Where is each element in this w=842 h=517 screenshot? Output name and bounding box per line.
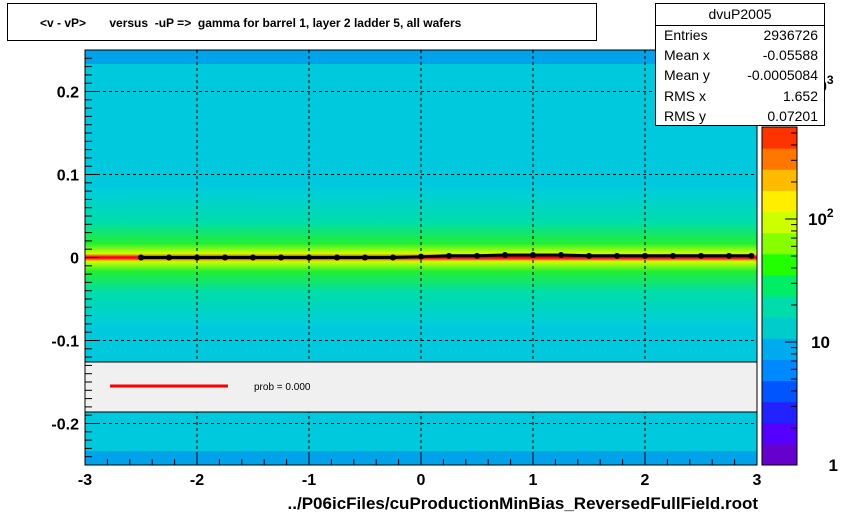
- profile-point: [250, 254, 256, 261]
- profile-points: [138, 252, 755, 261]
- colorbar-frame: [761, 126, 798, 466]
- colorbar-label: 10: [811, 333, 830, 352]
- stat-row-mean-y: Mean y -0.0005084: [664, 67, 818, 87]
- stats-box: dvuP2005 Entries 2936726 Mean x -0.05588…: [655, 3, 825, 126]
- x-tick-label: 0: [417, 472, 426, 489]
- y-tick-label: 0.1: [57, 168, 79, 185]
- profile-point: [278, 254, 284, 261]
- profile-point: [362, 254, 368, 261]
- profile-point: [642, 252, 648, 259]
- profile-point: [222, 254, 228, 261]
- colorbar-segment: [762, 443, 797, 466]
- profile-point: [558, 252, 564, 259]
- fit-legend-box: prob = 0.000: [84, 361, 758, 413]
- profile-point: [138, 254, 144, 261]
- colorbar-segment: [762, 359, 797, 381]
- colorbar-segment: [762, 190, 797, 212]
- colorbar-segment: [762, 211, 797, 234]
- colorbar-segment: [762, 253, 797, 276]
- colorbar-segment: [762, 401, 797, 424]
- colorbar-segment: [762, 127, 797, 149]
- x-tick-label: -1: [302, 472, 316, 489]
- profile-point: [698, 252, 704, 259]
- colorbar-segment: [762, 232, 797, 255]
- profile-point: [418, 253, 424, 260]
- profile-point: [614, 252, 620, 259]
- stat-label: RMS y: [664, 108, 706, 124]
- x-axis-label: ../P06icFiles/cuProductionMinBias_Revers…: [288, 494, 759, 513]
- colorbar-segment: [762, 317, 797, 339]
- profile-point: [670, 252, 676, 259]
- profile-point: [530, 252, 536, 259]
- colorbar-label: 102: [808, 206, 834, 229]
- profile-point: [334, 254, 340, 261]
- stat-label: Mean x: [664, 47, 710, 63]
- colorbar-segment: [762, 274, 797, 297]
- stat-value: -0.05588: [762, 47, 818, 63]
- colorbar: [761, 126, 798, 466]
- stat-row-rms-x: RMS x 1.652: [664, 88, 818, 108]
- profile-point: [586, 252, 592, 259]
- chart-title: <v - vP> versus -uP => gamma for barrel …: [40, 16, 462, 30]
- title-box: <v - vP> versus -uP => gamma for barrel …: [7, 3, 597, 41]
- stat-row-rms-y: RMS y 0.07201: [664, 108, 818, 128]
- x-tick-label: -3: [78, 472, 92, 489]
- colorbar-segment: [762, 169, 797, 191]
- legend-label: prob = 0.000: [254, 382, 311, 393]
- x-tick-label: 1: [529, 472, 538, 489]
- stat-value: 1.652: [782, 88, 818, 104]
- profile-point: [446, 252, 452, 259]
- profile-point: [306, 254, 312, 261]
- colorbar-label: 1: [829, 456, 838, 475]
- x-tick-label: 3: [753, 472, 762, 489]
- profile-point: [194, 254, 200, 261]
- colorbar-label-exponent: 2: [827, 206, 834, 220]
- stat-value: 0.07201: [767, 108, 818, 124]
- profile-point: [474, 252, 480, 259]
- colorbar-segment: [762, 422, 797, 445]
- colorbar-segment: [762, 148, 797, 170]
- stat-label: Entries: [664, 27, 708, 43]
- y-tick-label: -0.1: [51, 334, 79, 351]
- profile-point: [748, 252, 755, 259]
- x-tick-label: -2: [190, 472, 204, 489]
- profile-point: [166, 254, 172, 261]
- y-tick-label: -0.2: [51, 417, 79, 434]
- colorbar-segment: [762, 338, 797, 360]
- stat-label: Mean y: [664, 67, 710, 83]
- colorbar-segment: [762, 296, 797, 318]
- stats-name: dvuP2005: [656, 6, 824, 26]
- colorbar-segment: [762, 380, 797, 403]
- x-tick-label: 2: [641, 472, 650, 489]
- x-axis-ticks: -3 -2 -1 0 1 2 3: [78, 453, 762, 489]
- y-tick-label: 0.2: [57, 85, 79, 102]
- y-axis-ticks: -0.2 -0.1 0 0.1 0.2: [51, 49, 99, 466]
- stat-value: -0.0005084: [747, 67, 818, 83]
- stat-row-mean-x: Mean x -0.05588: [664, 47, 818, 67]
- y-tick-label: 0: [70, 251, 79, 268]
- stat-row-entries: Entries 2936726: [664, 27, 818, 47]
- profile-point: [502, 252, 508, 259]
- stat-label: RMS x: [664, 88, 706, 104]
- stat-value: 2936726: [763, 27, 818, 43]
- profile-point: [726, 252, 732, 259]
- profile-point: [390, 254, 396, 261]
- colorbar-label-exponent: 3: [827, 73, 834, 87]
